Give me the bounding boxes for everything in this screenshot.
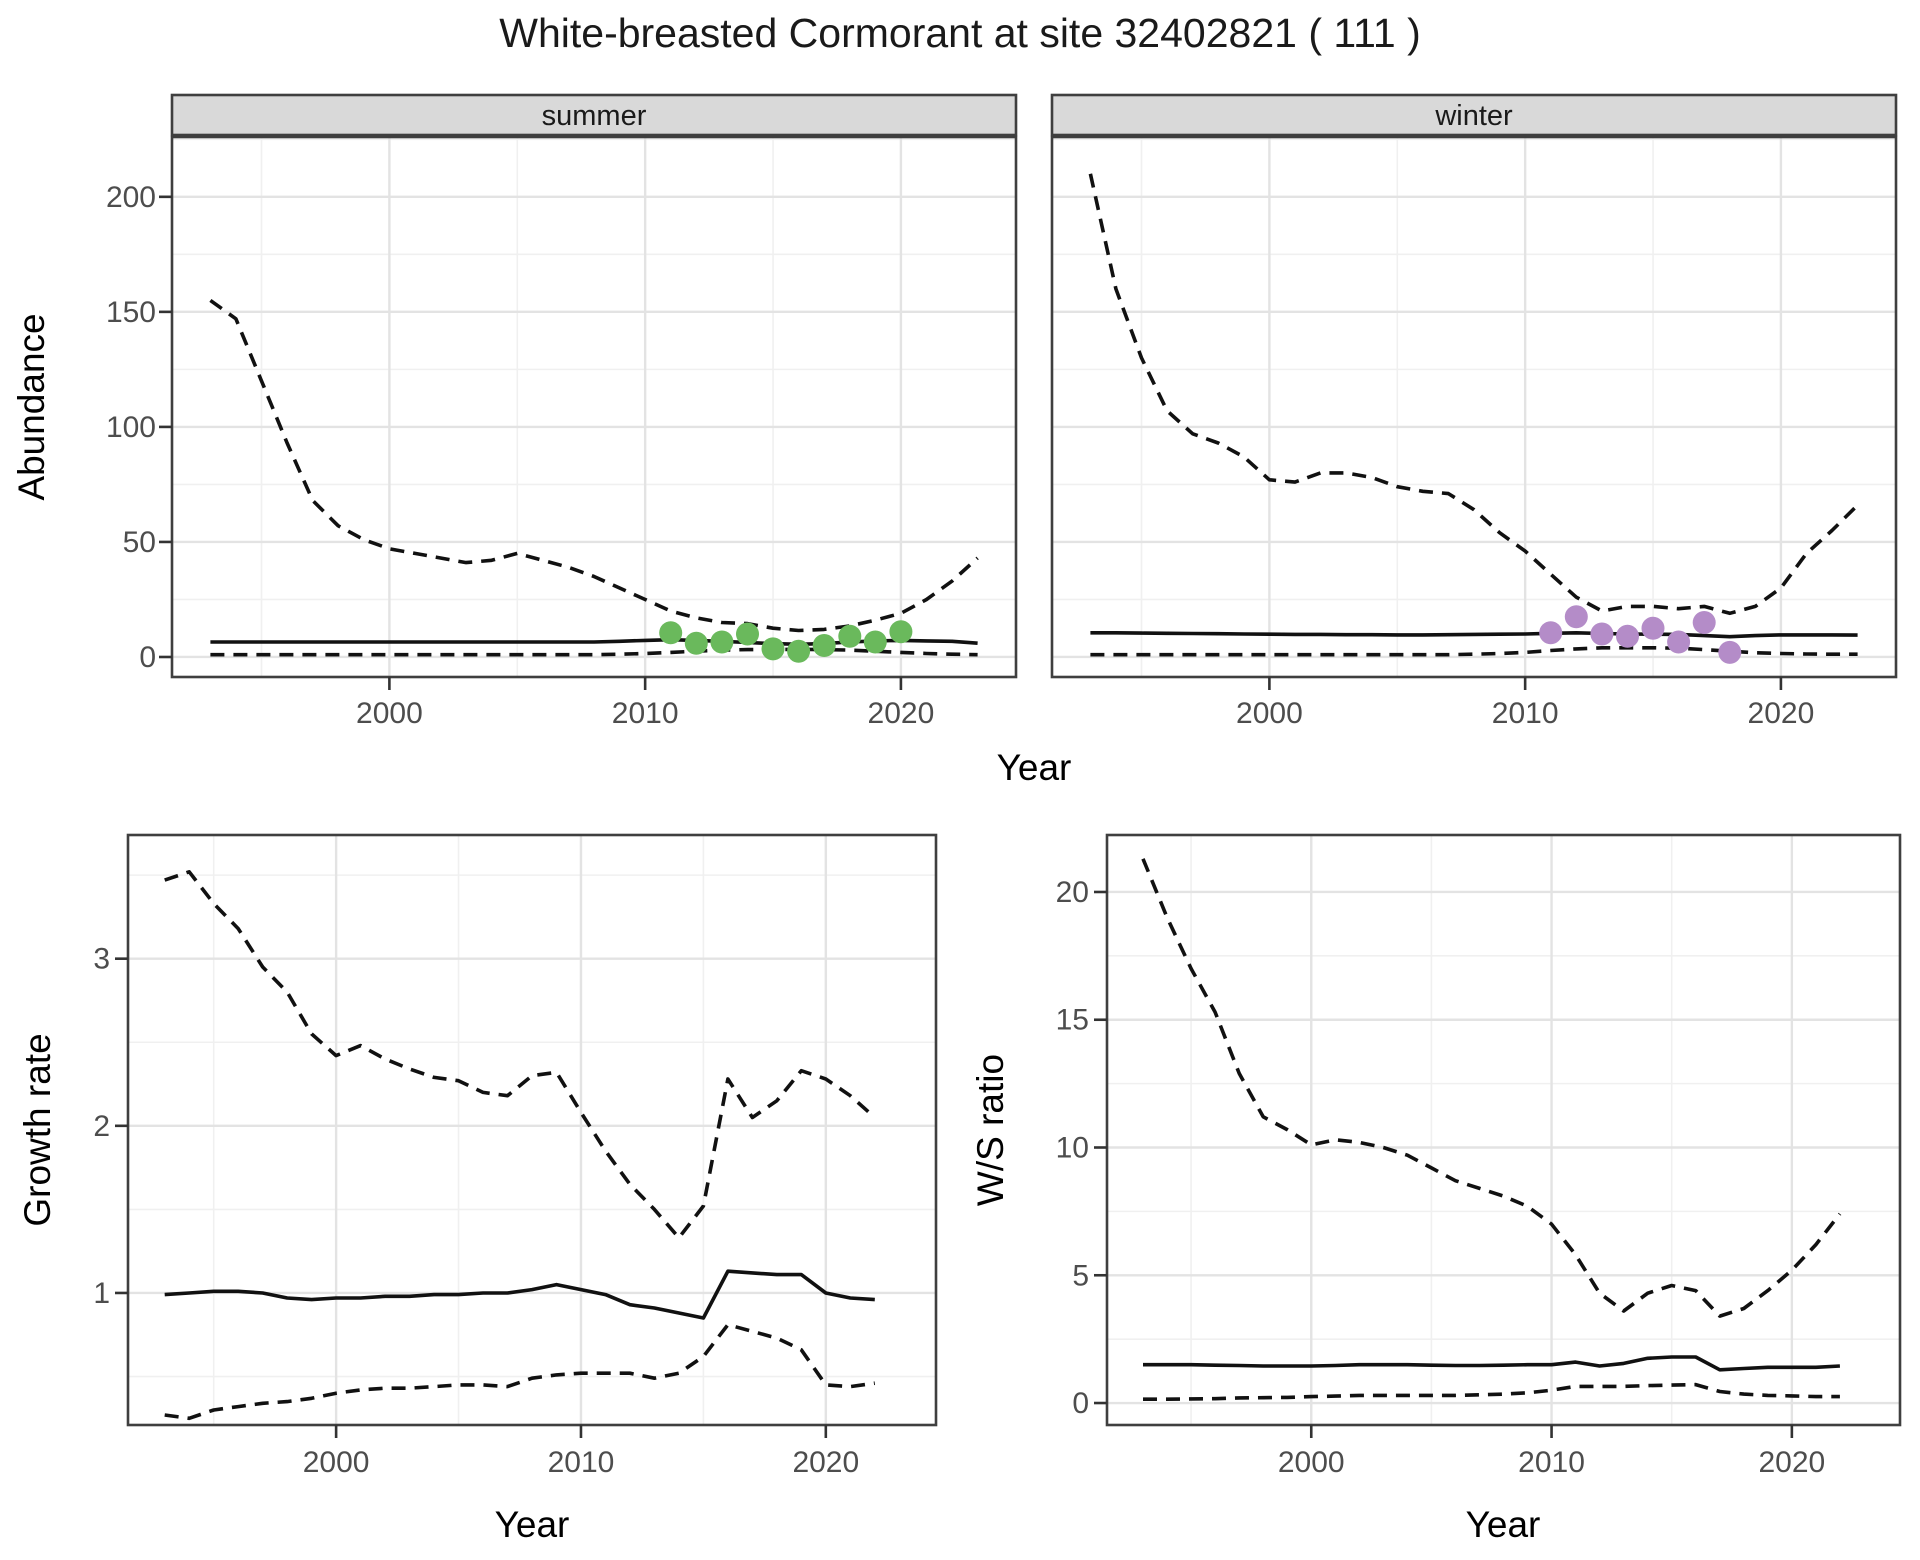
data-point-observed_counts_summer — [659, 621, 683, 645]
panel-border — [1105, 833, 1902, 1427]
y-tick-label: 5 — [1072, 1259, 1089, 1292]
plot-title: White-breasted Cormorant at site 3240282… — [499, 10, 1421, 56]
panel-growth_rate: 2000 2010 2020 1 2 3 — [93, 833, 938, 1479]
data-point-observed_counts_summer — [761, 637, 785, 661]
series-median — [1090, 630, 1858, 639]
data-point-observed_counts_summer — [812, 634, 836, 657]
series-lower_ci — [164, 1322, 876, 1421]
y-tick-label: 2 — [93, 1110, 110, 1143]
x-tick-label: 2010 — [612, 697, 679, 730]
data-point-observed_counts_summer — [863, 630, 887, 654]
panel-border — [170, 135, 1018, 679]
x-tick-label: 2020 — [792, 1446, 859, 1479]
facet-strip-label: summer — [542, 100, 647, 132]
x-tick-label: 2010 — [1518, 1446, 1585, 1479]
top-x-axis-title: Year — [997, 747, 1072, 788]
y-tick-label: 10 — [1056, 1132, 1089, 1165]
x-tick-label: 2020 — [1758, 1446, 1825, 1479]
facet-strip — [1050, 93, 1898, 137]
y-tick-label: 0 — [1072, 1387, 1089, 1420]
ws-y-axis-title: W/S ratio — [970, 1054, 1011, 1206]
y-tick-label: 1 — [93, 1277, 110, 1310]
data-point-observed_counts_winter — [1667, 630, 1691, 654]
data-point-observed_counts_summer — [889, 620, 913, 644]
data-point-observed_counts_summer — [736, 622, 759, 646]
y-tick-label: 3 — [93, 943, 110, 976]
series-lower_ci — [210, 647, 978, 657]
x-tick-label: 2020 — [868, 697, 935, 730]
data-point-observed_counts_summer — [838, 624, 862, 648]
panel-border — [1050, 135, 1898, 679]
data-point-observed_counts_winter — [1539, 621, 1563, 645]
y-tick-label: 200 — [106, 181, 156, 214]
data-point-observed_counts_summer — [684, 631, 708, 655]
panel-border — [126, 833, 938, 1427]
y-tick-label: 20 — [1056, 876, 1089, 909]
y-tick-label: 50 — [123, 526, 156, 559]
series-median — [164, 1269, 875, 1320]
x-tick-label: 2010 — [1492, 697, 1559, 730]
panel-abundance_winter: winter 2000 2010 2020 — [1050, 93, 1898, 730]
x-tick-label: 2000 — [1236, 697, 1303, 730]
data-point-observed_counts_winter — [1564, 605, 1588, 629]
data-point-observed_counts_winter — [1692, 611, 1716, 634]
panel-bg — [172, 137, 1016, 677]
panel-bg — [1107, 835, 1900, 1425]
series-upper_ci — [209, 298, 979, 633]
abundance-y-axis-title: Abundance — [11, 313, 52, 500]
y-tick-label: 0 — [139, 641, 156, 674]
facet-strip — [170, 93, 1018, 137]
y-tick-label: 15 — [1056, 1004, 1089, 1037]
series-median — [1143, 1355, 1840, 1372]
x-tick-label: 2000 — [303, 1446, 370, 1479]
panel-bg — [128, 835, 936, 1425]
y-tick-label: 100 — [106, 411, 156, 444]
y-tick-label: 150 — [106, 296, 156, 329]
facet-strip-label: winter — [1434, 100, 1513, 132]
data-point-observed_counts_summer — [710, 630, 734, 654]
series-lower_ci — [1090, 645, 1858, 657]
bottom-right-x-axis-title: Year — [1466, 1504, 1541, 1545]
panel-abundance_summer: summer 2000 2010 2020 0 50 100 150 200 — [106, 93, 1018, 730]
data-point-observed_counts_winter — [1616, 624, 1639, 648]
data-point-observed_counts_winter — [1590, 622, 1614, 646]
series-upper_ci — [1088, 173, 1859, 616]
growth-y-axis-title: Growth rate — [17, 1033, 58, 1226]
data-point-observed_counts_winter — [1641, 616, 1665, 640]
series-upper_ci — [164, 869, 876, 1240]
panel-bg — [1052, 137, 1896, 677]
data-point-observed_counts_summer — [787, 639, 811, 663]
x-tick-label: 2020 — [1748, 697, 1815, 730]
panel-ws_ratio: 2000 2010 2020 0 5 10 15 20 — [1056, 833, 1902, 1479]
data-point-observed_counts_winter — [1718, 640, 1742, 664]
series-lower_ci — [1143, 1382, 1840, 1401]
x-tick-label: 2010 — [548, 1446, 615, 1479]
bottom-left-x-axis-title: Year — [495, 1504, 570, 1545]
series-upper_ci — [1141, 858, 1842, 1318]
x-tick-label: 2000 — [1278, 1446, 1345, 1479]
x-tick-label: 2000 — [356, 697, 423, 730]
